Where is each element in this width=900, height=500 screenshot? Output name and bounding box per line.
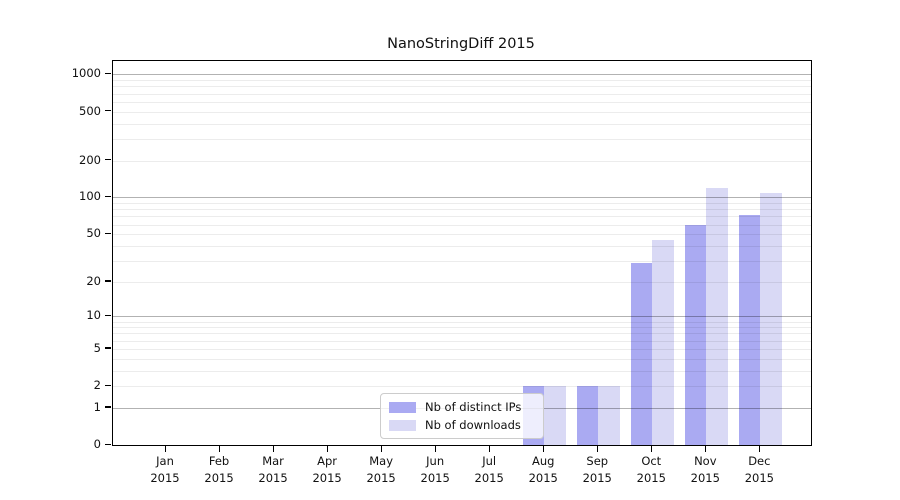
minor-gridline bbox=[113, 370, 811, 372]
x-tick-mark bbox=[758, 445, 761, 452]
minor-gridline bbox=[113, 245, 811, 247]
major-gridline bbox=[113, 197, 811, 199]
x-tick-label-nov: Nov 2015 bbox=[690, 454, 720, 485]
x-tick-mark bbox=[596, 445, 599, 452]
y-tick-label: 0 bbox=[93, 437, 101, 451]
minor-gridline bbox=[113, 86, 811, 88]
x-tick-mark bbox=[704, 445, 707, 452]
minor-gridline bbox=[113, 138, 811, 140]
minor-gridline bbox=[113, 260, 811, 262]
legend-label-downloads: Nb of downloads bbox=[425, 418, 521, 432]
y-tick-label: 2 bbox=[93, 378, 101, 393]
bar-oct-downloads bbox=[652, 239, 674, 445]
x-tick-mark bbox=[488, 445, 491, 452]
minor-gridline bbox=[113, 348, 811, 350]
x-tick-mark bbox=[218, 445, 220, 452]
bar-dec-distinct-ips bbox=[738, 214, 761, 445]
x-tick-label-dec: Dec 2015 bbox=[744, 454, 774, 485]
minor-gridline bbox=[113, 160, 811, 162]
legend-item-downloads: Nb of downloads bbox=[389, 418, 535, 432]
minor-gridline bbox=[113, 333, 811, 335]
minor-gridline bbox=[113, 93, 811, 95]
x-tick-mark bbox=[650, 445, 653, 452]
x-tick-mark bbox=[326, 445, 328, 452]
x-tick-label-mar: Mar 2015 bbox=[258, 454, 288, 485]
y-tick-label: 100 bbox=[79, 189, 101, 204]
minor-gridline bbox=[113, 234, 811, 236]
x-tick-label-jan: Jan 2015 bbox=[150, 454, 180, 485]
y-tick-label: 500 bbox=[79, 103, 101, 118]
major-gridline bbox=[113, 316, 811, 318]
x-tick-label-may: May 2015 bbox=[366, 454, 396, 485]
chart-title: NanoStringDiff 2015 bbox=[387, 36, 535, 52]
bar-dec-downloads bbox=[760, 193, 782, 445]
legend-label-distinct-ips: Nb of distinct IPs bbox=[425, 400, 522, 414]
y-tick-mark bbox=[105, 280, 111, 282]
x-tick-mark bbox=[542, 445, 545, 452]
minor-gridline bbox=[113, 216, 811, 218]
y-tick-label: 5 bbox=[93, 340, 101, 355]
x-tick-label-apr: Apr 2015 bbox=[312, 454, 342, 485]
minor-gridline bbox=[113, 386, 811, 388]
y-tick-mark bbox=[105, 232, 111, 234]
minor-gridline bbox=[113, 340, 811, 342]
x-tick-mark bbox=[272, 445, 274, 452]
y-tick-mark bbox=[105, 406, 111, 408]
y-tick-label: 1 bbox=[93, 399, 101, 414]
minor-gridline bbox=[113, 358, 811, 360]
minor-gridline bbox=[113, 321, 811, 323]
x-tick-label-feb: Feb 2015 bbox=[204, 454, 234, 485]
minor-gridline bbox=[113, 123, 811, 125]
legend: Nb of distinct IPs Nb of downloads bbox=[380, 393, 544, 439]
legend-swatch-distinct-ips bbox=[389, 401, 416, 413]
y-tick-mark bbox=[105, 314, 111, 317]
bar-nov-distinct-ips bbox=[684, 224, 707, 445]
y-tick-label: 10 bbox=[86, 308, 101, 323]
y-tick-label: 200 bbox=[79, 152, 101, 167]
y-tick-mark bbox=[105, 384, 111, 386]
y-tick-mark bbox=[105, 443, 111, 445]
bar-nov-downloads bbox=[706, 187, 728, 445]
y-tick-mark bbox=[105, 110, 111, 112]
legend-swatch-downloads bbox=[389, 419, 416, 431]
minor-gridline bbox=[113, 209, 811, 211]
minor-gridline bbox=[113, 281, 811, 283]
x-tick-mark bbox=[434, 445, 437, 452]
x-tick-label-aug: Aug 2015 bbox=[528, 454, 558, 485]
plot-area: Nb of distinct IPs Nb of downloads bbox=[112, 60, 812, 446]
minor-gridline bbox=[113, 224, 811, 226]
bar-aug-downloads bbox=[544, 386, 566, 445]
y-tick-mark bbox=[105, 72, 111, 75]
y-tick-mark bbox=[105, 347, 111, 349]
y-tick-mark bbox=[105, 159, 111, 161]
minor-gridline bbox=[113, 203, 811, 205]
minor-gridline bbox=[113, 111, 811, 113]
major-gridline bbox=[113, 74, 811, 76]
x-tick-label-sep: Sep 2015 bbox=[582, 454, 612, 485]
x-tick-label-oct: Oct 2015 bbox=[636, 454, 666, 485]
bar-sep-downloads bbox=[598, 386, 620, 445]
minor-gridline bbox=[113, 80, 811, 82]
y-tick-label: 50 bbox=[86, 226, 101, 241]
x-tick-label-jun: Jun 2015 bbox=[420, 454, 450, 485]
minor-gridline bbox=[113, 327, 811, 329]
minor-gridline bbox=[113, 101, 811, 103]
bar-oct-distinct-ips bbox=[630, 262, 653, 445]
y-tick-label: 1000 bbox=[71, 66, 101, 81]
legend-item-distinct-ips: Nb of distinct IPs bbox=[389, 400, 535, 414]
y-tick-label: 20 bbox=[86, 273, 101, 288]
x-tick-mark bbox=[164, 445, 166, 452]
bar-sep-distinct-ips bbox=[576, 386, 599, 445]
x-tick-label-jul: Jul 2015 bbox=[474, 454, 504, 485]
x-tick-mark bbox=[380, 445, 382, 452]
y-tick-mark bbox=[105, 195, 111, 198]
